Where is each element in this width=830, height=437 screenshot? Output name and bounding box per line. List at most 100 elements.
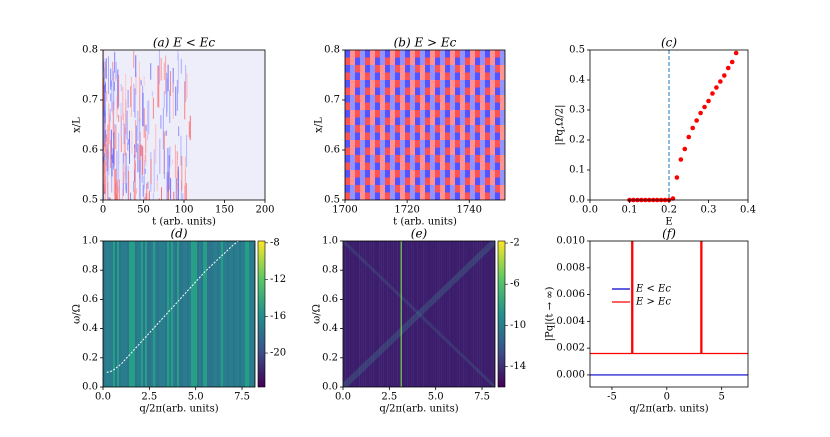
heatmap-cell — [460, 132, 466, 141]
heatmap-cell — [455, 125, 461, 133]
heatmap-streak — [134, 160, 136, 200]
heatmap-cell — [365, 185, 371, 193]
heatmap-cell — [360, 147, 366, 156]
x-tick-label: 1720 — [394, 205, 419, 216]
heatmap-cell — [380, 87, 386, 96]
heatmap-stripe — [397, 241, 398, 387]
heatmap-cell — [435, 57, 441, 66]
heatmap-cell — [405, 125, 411, 133]
heatmap-cell — [480, 170, 486, 178]
chart-title: (b) E > Ec — [394, 36, 457, 50]
heatmap-cell — [370, 65, 376, 73]
heatmap-cell — [475, 170, 481, 178]
heatmap-streak — [104, 160, 106, 179]
heatmap-cell — [440, 147, 446, 156]
heatmap-cell — [415, 140, 421, 148]
heatmap-cell — [400, 117, 406, 126]
heatmap-streak — [116, 151, 118, 188]
heatmap-streak — [120, 84, 122, 92]
heatmap-cell — [390, 87, 396, 96]
heatmap-cell — [445, 125, 451, 133]
heatmap-streak — [139, 132, 141, 172]
axes-frame — [344, 49, 506, 201]
heatmap-cell — [455, 65, 461, 73]
heatmap-stripe — [193, 241, 195, 387]
heatmap-cell — [400, 57, 406, 66]
x-tick-label: 0.1 — [622, 205, 638, 216]
colorbar-tick-label: -2 — [510, 238, 520, 249]
heatmap-streak — [104, 176, 106, 200]
heatmap-background — [343, 241, 495, 387]
heatmap-cell — [380, 65, 386, 73]
heatmap-streak — [105, 58, 107, 80]
heatmap-cell — [490, 50, 496, 58]
heatmap-cell — [470, 57, 476, 66]
point — [682, 146, 688, 152]
y-tick-label: 1.0 — [82, 236, 98, 247]
heatmap-cell — [400, 65, 406, 73]
heatmap-cell — [400, 170, 406, 178]
heatmap-cell — [410, 192, 416, 200]
heatmap-cell — [425, 110, 431, 118]
heatmap-cell — [360, 50, 366, 58]
chart-title: (f) — [662, 227, 676, 241]
heatmap-cell — [485, 65, 491, 73]
heatmap-cell — [450, 95, 456, 103]
heatmap-cell — [380, 110, 386, 118]
heatmap-stripe — [233, 241, 235, 387]
heatmap-cell — [440, 102, 446, 111]
heatmap-streak — [177, 166, 179, 200]
heatmap-cell — [415, 155, 421, 163]
y-tick-label: 0.4 — [82, 323, 98, 334]
heatmap-cell — [430, 162, 436, 171]
heatmap-stripe — [443, 241, 444, 387]
heatmap-stripe — [187, 241, 189, 387]
heatmap-cell — [430, 170, 436, 178]
heatmap-cell — [450, 57, 456, 66]
heatmap-streak — [110, 129, 112, 160]
heatmap-cell — [405, 50, 411, 58]
heatmap-cell — [430, 110, 436, 118]
heatmap-streak — [166, 176, 168, 200]
heatmap-stripe — [131, 241, 133, 387]
heatmap-cell — [360, 110, 366, 118]
heatmap-cell — [445, 132, 451, 141]
heatmap-cell — [470, 50, 476, 58]
heatmap-cell — [390, 80, 396, 88]
point — [686, 134, 692, 140]
heatmap-cell — [495, 155, 501, 163]
heatmap-cell — [410, 80, 416, 88]
heatmap-stripe — [393, 241, 394, 387]
heatmap-stripe — [373, 241, 374, 387]
heatmap-cell — [370, 95, 376, 103]
heatmap-stripe — [209, 241, 211, 387]
heatmap-cell — [455, 50, 461, 58]
heatmap-cell — [460, 140, 466, 148]
heatmap-cell — [410, 140, 416, 148]
x-axis-label: q/2π(arb. units) — [629, 404, 708, 415]
heatmap-streak — [107, 182, 109, 200]
heatmap-cell — [345, 110, 351, 118]
x-tick-label: 0 — [100, 205, 106, 216]
heatmap-streak — [125, 99, 127, 135]
heatmap-streak — [116, 194, 118, 200]
heatmap-streak — [111, 80, 113, 112]
heatmap-stripe — [471, 241, 472, 387]
heatmap-stripe — [135, 241, 137, 387]
heatmap-cell — [415, 147, 421, 156]
heatmap-streak — [118, 179, 120, 200]
heatmap-streak — [115, 61, 117, 80]
y-tick-label: 0.5 — [569, 45, 585, 56]
heatmap-streak — [167, 147, 169, 192]
heatmap-cell — [420, 125, 426, 133]
axes-frame — [589, 240, 749, 388]
heatmap-streak — [140, 144, 142, 156]
heatmap-cell — [350, 177, 356, 186]
heatmap-cell — [440, 155, 446, 163]
heatmap-cell — [490, 155, 496, 163]
heatmap-cell — [485, 50, 491, 58]
heatmap-cell — [500, 140, 505, 148]
heatmap-cell — [405, 155, 411, 163]
heatmap-streak — [125, 152, 127, 191]
heatmap-cell — [370, 110, 376, 118]
